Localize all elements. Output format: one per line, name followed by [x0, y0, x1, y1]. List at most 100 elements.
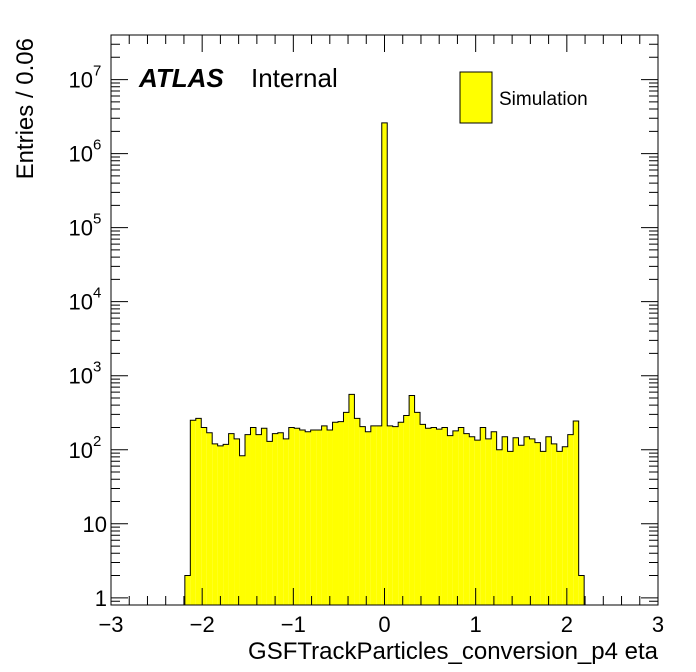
histogram-bin [534, 442, 541, 605]
histogram-bin [359, 426, 366, 605]
x-tick-label: 3 [652, 612, 664, 637]
histogram-bin [430, 427, 437, 605]
histogram-bin [425, 428, 431, 605]
legend-label-simulation: Simulation [499, 89, 588, 110]
histogram-bin [474, 440, 481, 605]
histogram-bin [234, 438, 240, 605]
histogram-bin [551, 443, 557, 605]
histogram-bin [507, 451, 514, 605]
y-tick-label: 1 [95, 586, 107, 611]
histogram-bin [223, 444, 229, 605]
histogram-bin [376, 425, 382, 605]
histogram-bin [195, 418, 202, 605]
histogram-bin [332, 422, 339, 605]
histogram-bin [545, 436, 552, 605]
histogram-bin [245, 434, 251, 605]
histogram-bin [436, 429, 442, 605]
histogram-bin [266, 441, 273, 605]
x-axis-title: GSFTrackParticles_conversion_p4 eta [248, 638, 659, 665]
histogram-bin [321, 425, 328, 605]
x-tick-label: 2 [561, 612, 573, 637]
histogram-bin [463, 433, 470, 605]
x-tick-label: −1 [281, 612, 306, 637]
histogram-bin [447, 435, 453, 605]
histogram-bin [277, 432, 284, 605]
histogram-bin [212, 443, 218, 605]
histogram-bin [502, 436, 508, 605]
histogram-bin [316, 429, 322, 605]
x-tick-label: 1 [470, 612, 482, 637]
histogram-bin [398, 422, 404, 605]
histogram-bin [190, 420, 196, 605]
x-tick-labels: −3 −2 −1 0 1 2 3 [98, 612, 664, 637]
y-axis-title: Entries / 0.06 [12, 38, 39, 179]
y-tick-label: 10 [69, 290, 93, 315]
histogram-bin [343, 412, 349, 605]
y-tick-label: 10 [83, 512, 107, 537]
y-tick-exponent: 5 [93, 211, 101, 228]
histogram-bin [338, 421, 344, 605]
y-tick-label: 10 [69, 216, 93, 241]
histogram-bin [283, 438, 289, 605]
histogram-bin [228, 433, 235, 605]
histogram-bin [387, 425, 393, 605]
histogram-bin [354, 418, 360, 605]
atlas-label: ATLAS [138, 63, 224, 93]
histogram-bin [409, 395, 415, 605]
internal-label: Internal [251, 63, 338, 93]
histogram-bin [458, 427, 464, 605]
histogram-bin [513, 437, 519, 605]
histogram-bin [573, 420, 579, 605]
histogram-bin [491, 431, 497, 605]
histogram-bin [310, 429, 317, 605]
y-tick-exponent: 7 [93, 63, 101, 80]
histogram-bin [365, 431, 371, 605]
histogram-bin [420, 424, 426, 605]
histogram-bin [305, 431, 311, 605]
histogram-bin [381, 122, 388, 606]
y-tick-exponent: 6 [93, 137, 101, 154]
histogram-bin [327, 429, 333, 605]
histogram-bin [239, 455, 246, 605]
histogram-bin [452, 430, 459, 605]
histogram-bin [578, 575, 585, 605]
y-tick-label: 10 [69, 68, 93, 93]
histogram-bin [414, 412, 421, 605]
histogram-bin [250, 427, 256, 605]
y-tick-exponent: 2 [93, 433, 101, 450]
histogram-bin [567, 434, 574, 605]
histogram-bin [184, 575, 191, 605]
histogram-bin [403, 415, 410, 605]
x-tick-label: 0 [378, 612, 390, 637]
histogram-bin [441, 427, 448, 605]
histogram-bin [206, 432, 213, 605]
histogram-bin [348, 394, 355, 605]
y-tick-label: 10 [69, 364, 93, 389]
x-tick-label: −3 [98, 612, 123, 637]
histogram-bars [184, 122, 585, 606]
histogram-bin [299, 429, 306, 605]
y-tick-exponent: 4 [93, 285, 101, 302]
tick-marks [110, 34, 659, 606]
y-tick-label: 10 [69, 142, 93, 167]
legend-swatch [459, 71, 493, 124]
histogram-bin [562, 446, 568, 605]
histogram-bin [288, 427, 295, 605]
histogram-bin [518, 445, 524, 605]
histogram-bin [556, 451, 563, 605]
histogram-bin [217, 445, 224, 605]
x-tick-label: −2 [190, 612, 215, 637]
histogram-bin [496, 449, 503, 605]
histogram-bin [370, 425, 377, 605]
histogram-bin [523, 436, 530, 605]
histogram-bin [272, 433, 278, 605]
histogram-bin [485, 438, 492, 605]
histogram-bin [294, 428, 300, 605]
histogram-bin [255, 434, 262, 605]
histogram-bin [540, 451, 546, 605]
histogram-bin [469, 436, 475, 605]
y-tick-label: 10 [69, 438, 93, 463]
y-tick-exponent: 3 [93, 359, 101, 376]
